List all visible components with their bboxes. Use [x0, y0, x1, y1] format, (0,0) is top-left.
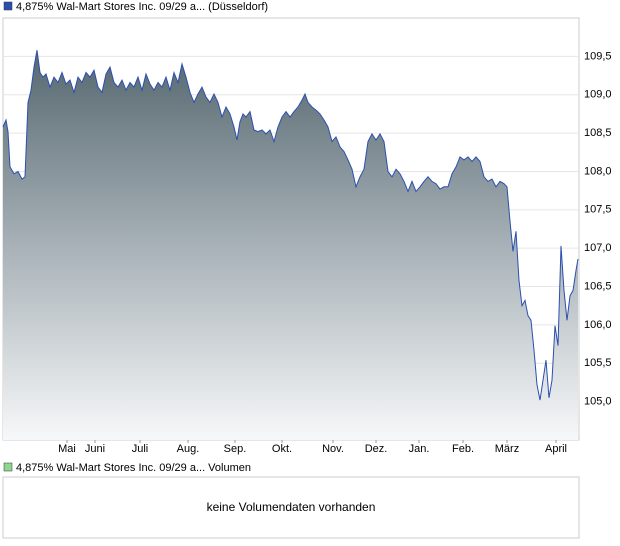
line	[2, 50, 579, 401]
y-tick-label: 109,5	[584, 50, 612, 62]
y-tick-label: 107,5	[584, 204, 612, 216]
x-tick-label: Nov.	[322, 443, 344, 455]
x-tick-label: Dez.	[365, 443, 388, 455]
y-tick-label: 105,0	[584, 396, 612, 408]
y-tick-label: 108,5	[584, 127, 612, 139]
legend-swatch	[3, 1, 13, 11]
x-tick-label: März	[495, 443, 519, 455]
x-tick-label: Okt.	[272, 443, 292, 455]
area	[3, 50, 578, 440]
y-tick-label: 106,5	[584, 280, 612, 292]
y-tick-label: 105,5	[584, 357, 612, 369]
x-tick-label: Juni	[85, 443, 105, 455]
volume-message: keine Volumendaten vorhanden	[207, 500, 376, 514]
x-tick-label: Aug.	[177, 443, 200, 455]
x-tick-label: Feb.	[452, 443, 474, 455]
legend-label: 4,875% Wal-Mart Stores Inc. 09/29 a... V…	[16, 462, 251, 474]
legend-swatch	[3, 462, 13, 472]
x-tick-label: April	[545, 443, 567, 455]
y-tick-label: 106,0	[584, 319, 612, 331]
x-tick-label: Juli	[132, 443, 149, 455]
y-tick-label: 108,0	[584, 165, 612, 177]
x-tick-label: Mai	[58, 443, 76, 455]
x-tick-label: Jan.	[409, 443, 430, 455]
legend-label: 4,875% Wal-Mart Stores Inc. 09/29 a... (…	[16, 1, 268, 13]
x-tick-label: Sep.	[224, 443, 247, 455]
y-tick-label: 109,0	[584, 89, 612, 101]
y-tick-label: 107,0	[584, 242, 612, 254]
volume-frame	[2, 476, 580, 539]
